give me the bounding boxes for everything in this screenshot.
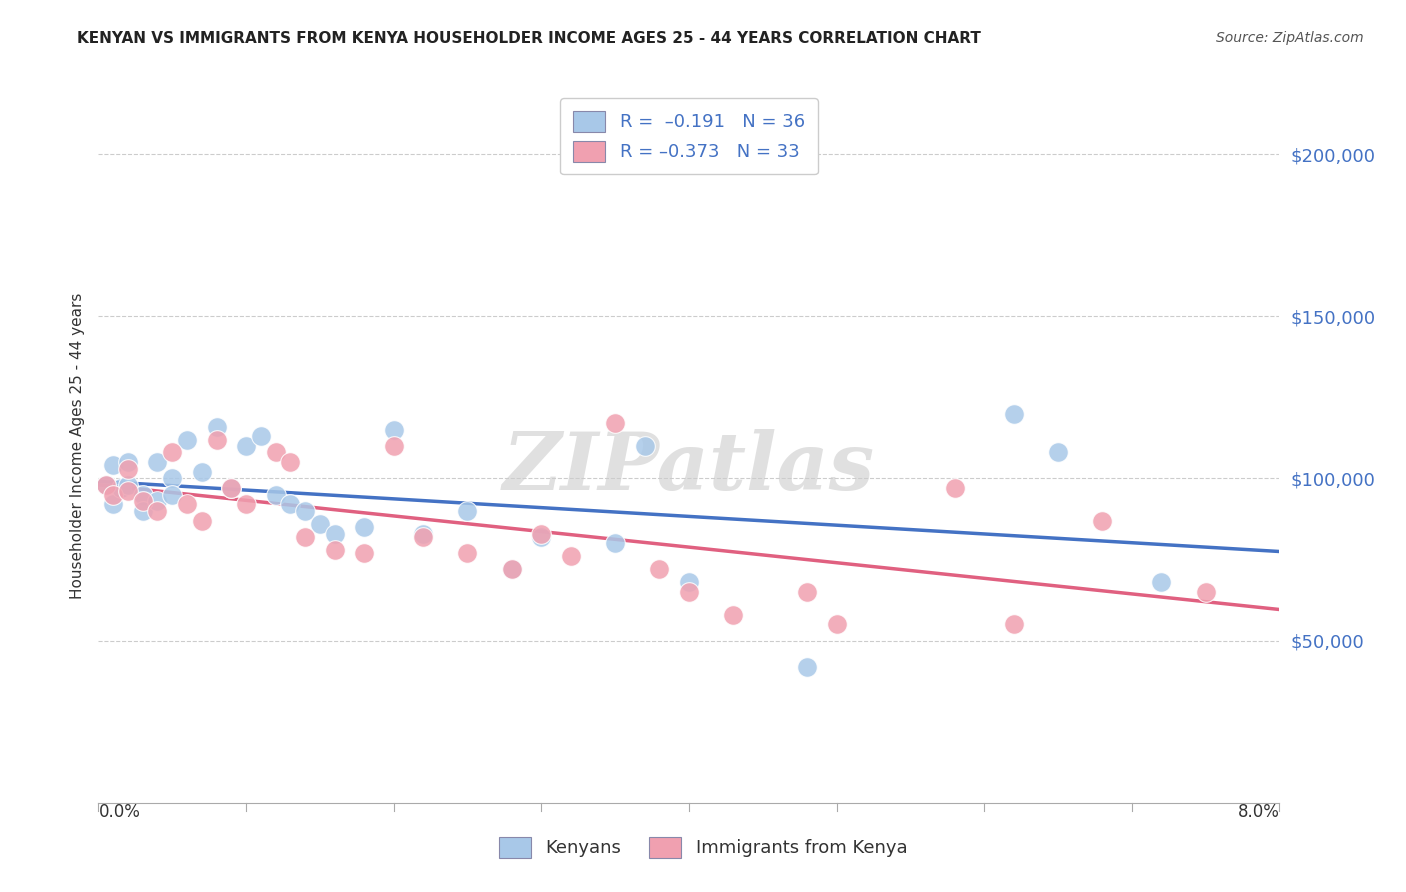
Point	[205, 419, 228, 434]
Point	[103, 497, 125, 511]
Point	[235, 439, 257, 453]
Point	[1046, 445, 1070, 459]
Point	[280, 497, 302, 511]
Point	[132, 494, 155, 508]
Point	[605, 417, 627, 431]
Text: KENYAN VS IMMIGRANTS FROM KENYA HOUSEHOLDER INCOME AGES 25 - 44 YEARS CORRELATIO: KENYAN VS IMMIGRANTS FROM KENYA HOUSEHOL…	[77, 31, 981, 46]
Point	[353, 520, 375, 534]
Text: 0.0%: 0.0%	[98, 803, 141, 821]
Point	[117, 484, 139, 499]
Text: ZIPatlas: ZIPatlas	[503, 429, 875, 506]
Point	[605, 536, 627, 550]
Text: Source: ZipAtlas.com: Source: ZipAtlas.com	[1216, 31, 1364, 45]
Point	[94, 478, 117, 492]
Text: 8.0%: 8.0%	[1237, 803, 1279, 821]
Legend: R =  –0.191   N = 36, R = –0.373   N = 33: R = –0.191 N = 36, R = –0.373 N = 33	[560, 98, 818, 174]
Point	[723, 607, 745, 622]
Point	[796, 659, 818, 673]
Point	[250, 429, 273, 443]
Point	[235, 497, 257, 511]
Point	[678, 575, 700, 590]
Point	[103, 488, 125, 502]
Point	[264, 488, 287, 502]
Point	[162, 471, 183, 485]
Point	[530, 526, 553, 541]
Point	[648, 562, 671, 576]
Point	[221, 481, 243, 495]
Point	[412, 526, 434, 541]
Point	[1002, 407, 1025, 421]
Point	[457, 546, 479, 560]
Point	[117, 455, 139, 469]
Legend: Kenyans, Immigrants from Kenya: Kenyans, Immigrants from Kenya	[492, 830, 914, 865]
Point	[560, 549, 582, 564]
Point	[264, 445, 287, 459]
Point	[191, 465, 214, 479]
Point	[796, 585, 818, 599]
Point	[132, 488, 155, 502]
Point	[1150, 575, 1173, 590]
Point	[294, 530, 316, 544]
Point	[1195, 585, 1218, 599]
Point	[501, 562, 523, 576]
Point	[110, 481, 132, 495]
Point	[280, 455, 302, 469]
Point	[530, 530, 553, 544]
Point	[146, 455, 169, 469]
Point	[323, 526, 346, 541]
Point	[501, 562, 523, 576]
Point	[943, 481, 966, 495]
Point	[382, 423, 405, 437]
Point	[176, 497, 198, 511]
Point	[634, 439, 657, 453]
Point	[323, 542, 346, 557]
Point	[205, 433, 228, 447]
Point	[103, 458, 125, 473]
Point	[412, 530, 434, 544]
Point	[825, 617, 848, 632]
Point	[132, 504, 155, 518]
Point	[94, 478, 117, 492]
Point	[117, 461, 139, 475]
Point	[1091, 514, 1114, 528]
Point	[146, 504, 169, 518]
Point	[678, 585, 700, 599]
Point	[221, 481, 243, 495]
Point	[353, 546, 375, 560]
Y-axis label: Householder Income Ages 25 - 44 years: Householder Income Ages 25 - 44 years	[69, 293, 84, 599]
Point	[117, 478, 139, 492]
Point	[294, 504, 316, 518]
Point	[1002, 617, 1025, 632]
Point	[146, 494, 169, 508]
Point	[309, 516, 332, 531]
Point	[191, 514, 214, 528]
Point	[162, 445, 183, 459]
Point	[382, 439, 405, 453]
Point	[176, 433, 198, 447]
Point	[457, 504, 479, 518]
Point	[162, 488, 183, 502]
